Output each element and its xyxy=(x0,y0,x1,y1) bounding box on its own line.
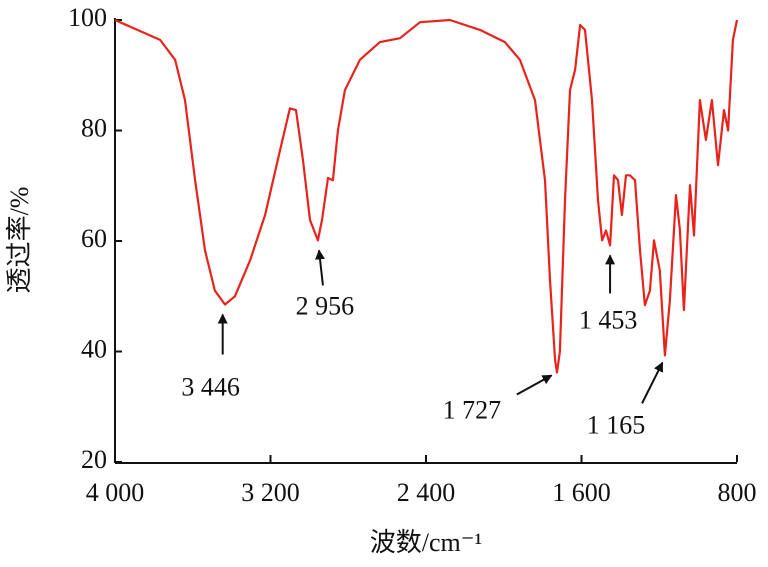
y-tick-label: 100 xyxy=(68,3,107,32)
x-tick-label: 3 200 xyxy=(241,478,300,507)
annotation-label: 1 453 xyxy=(579,305,638,334)
x-tick-label: 1 600 xyxy=(552,478,611,507)
y-tick-label: 60 xyxy=(81,224,107,253)
annotation-label: 2 956 xyxy=(296,291,355,320)
x-axis-label: 波数/cm⁻¹ xyxy=(370,528,483,557)
annotation-arrow xyxy=(315,249,325,286)
annotation-arrow xyxy=(516,374,553,396)
x-tick-label: 4 000 xyxy=(86,478,145,507)
y-tick-label: 40 xyxy=(81,334,107,363)
annotation-label: 1 165 xyxy=(587,410,646,439)
annotation-label: 1 727 xyxy=(443,395,502,424)
y-tick-label: 20 xyxy=(81,445,107,474)
x-tick-label: 2 400 xyxy=(397,478,456,507)
y-axis-label: 透过率/% xyxy=(5,187,34,294)
annotation-label: 3 446 xyxy=(181,373,240,402)
y-tick-label: 80 xyxy=(81,113,107,142)
spectrum-line xyxy=(114,18,739,374)
annotation-arrow xyxy=(641,361,664,404)
x-tick-label: 800 xyxy=(718,478,757,507)
